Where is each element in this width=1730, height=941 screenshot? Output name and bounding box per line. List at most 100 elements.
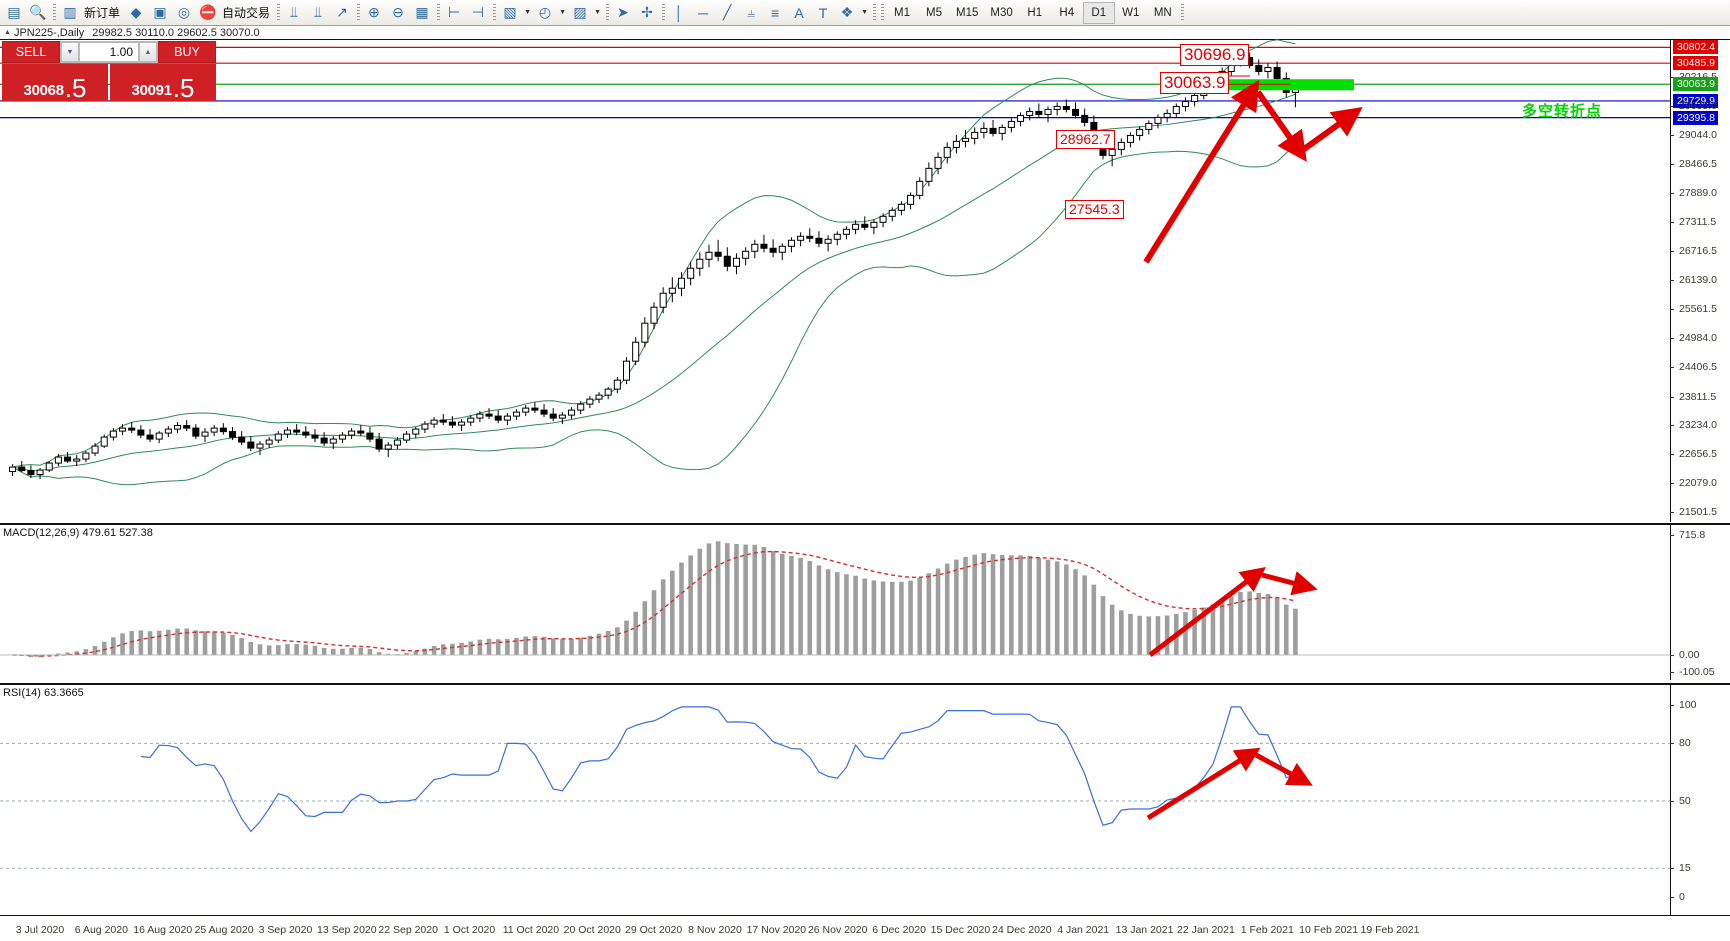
shapes-icon[interactable]: ❖: [840, 4, 854, 20]
price-tick-highlight-30063-9: 30063.9: [1673, 77, 1718, 92]
timeframe-m30[interactable]: M30: [990, 6, 1013, 19]
chart-profiles-icon[interactable]: 🔍: [29, 4, 47, 20]
time-tick-7: 1 Oct 2020: [443, 924, 496, 936]
timeframe-d1[interactable]: D1: [1082, 1, 1115, 24]
timeframe-m5[interactable]: M5: [926, 6, 943, 19]
templates-dropdown-caret[interactable]: ▼: [594, 9, 601, 16]
chart-window[interactable]: 30802.430485.930216.530063.929729.929635…: [0, 39, 1730, 941]
candlestick-chart-icon[interactable]: ⫫: [314, 4, 322, 20]
price-tick-28466-5: 28466.5: [1670, 158, 1730, 170]
price-axis[interactable]: 30802.430485.930216.530063.929729.929635…: [1670, 40, 1730, 522]
periods-icon[interactable]: ◴: [538, 4, 552, 20]
horizontal-line-icon[interactable]: ─: [698, 4, 708, 21]
toolbar-separator: [434, 3, 442, 23]
macd-chart-canvas: [0, 541, 1670, 658]
macd-tick-000: 0.00: [1670, 649, 1730, 661]
templates-icon[interactable]: ▨: [573, 4, 587, 20]
trendline-icon[interactable]: ╱: [722, 4, 732, 20]
navigator-icon[interactable]: ▣: [153, 4, 167, 20]
macd-pane[interactable]: [0, 525, 1670, 680]
time-tick-3: 25 Aug 2020: [194, 924, 254, 936]
bid-price[interactable]: 30068 .5: [2, 64, 108, 101]
new-chart-icon[interactable]: ▤: [7, 4, 21, 20]
time-tick-6: 22 Sep 2020: [378, 924, 438, 936]
bar-chart-icon[interactable]: ⫫: [290, 4, 298, 20]
timeframe-h4[interactable]: H4: [1059, 6, 1075, 19]
crosshair-icon[interactable]: ✢: [641, 4, 653, 20]
vertical-line-icon[interactable]: │: [674, 4, 684, 21]
rsi-pane[interactable]: [0, 685, 1670, 915]
time-tick-16: 24 Dec 2020: [992, 924, 1052, 936]
cursor-icon[interactable]: ➤: [617, 4, 629, 20]
volume-input[interactable]: 1.00: [79, 42, 139, 62]
new-order-icon[interactable]: ▥: [63, 4, 77, 20]
autotrading-icon[interactable]: ⛔: [199, 4, 217, 20]
autotrading-button[interactable]: 自动交易: [222, 6, 271, 20]
price-tick-26716-5: 26716.5: [1670, 245, 1730, 257]
equidistant-channel-icon[interactable]: ⫨: [747, 4, 755, 20]
time-tick-0: 3 Jul 2020: [15, 924, 65, 936]
time-tick-15: 15 Dec 2020: [930, 924, 991, 936]
zoom-in-icon[interactable]: ⊕: [368, 4, 380, 20]
time-tick-2: 16 Aug 2020: [133, 924, 193, 936]
volume-stepper[interactable]: ▼ 1.00 ▲: [60, 41, 158, 63]
timeframe-h1[interactable]: H1: [1027, 6, 1043, 19]
volume-decrement-icon[interactable]: ▼: [61, 42, 79, 62]
rsi-axis[interactable]: 100 80 50 15 0: [1670, 685, 1730, 915]
price-pane[interactable]: [0, 39, 1670, 522]
fibonacci-retracement-icon[interactable]: ≡: [770, 4, 780, 21]
timeframe-m1[interactable]: M1: [894, 6, 911, 19]
text-icon[interactable]: A: [794, 4, 804, 21]
annotation-28962[interactable]: 28962.7: [1056, 130, 1115, 149]
price-tick-23234-0: 23234.0: [1670, 419, 1730, 431]
price-tick-25561-5: 25561.5: [1670, 303, 1730, 315]
main-toolbar: ▤ 🔍 ▥ 新订单 ◆ ▣ ◎ ⛔ 自动交易 ⫫ ⫫ ↗ ⊕ ⊖ ▦ ⊢ ⊣ ▧ ▼ ◴ ▼ ▨ ▼ ➤ ✢ │ ─ ╱ ⫨ ≡ A T ❖ ▼ …: [0, 0, 1730, 26]
periods-dropdown-caret[interactable]: ▼: [559, 9, 566, 16]
indicators-dropdown-caret[interactable]: ▼: [524, 9, 531, 16]
one-click-trading-panel: SELL ▼ 1.00 ▲ BUY 30068 .5 30091 .5: [2, 41, 216, 101]
line-chart-icon[interactable]: ↗: [336, 4, 348, 20]
price-tick-highlight-29729-9: 29729.9: [1673, 93, 1718, 108]
auto-scroll-icon[interactable]: ⊢: [447, 4, 461, 20]
ask-price[interactable]: 30091 .5: [110, 64, 216, 101]
annotation-30696[interactable]: 30696.9: [1180, 44, 1250, 66]
timeframe-mn[interactable]: MN: [1153, 6, 1172, 19]
price-tick-24406-5: 24406.5: [1670, 361, 1730, 373]
ask-price-integer: 30091: [131, 82, 173, 99]
time-tick-19: 22 Jan 2021: [1177, 924, 1235, 936]
volume-increment-icon[interactable]: ▲: [139, 42, 157, 62]
tile-windows-icon[interactable]: ▦: [415, 4, 429, 20]
timeframe-w1[interactable]: W1: [1122, 6, 1140, 19]
chart-shift-icon[interactable]: ⊣: [471, 4, 485, 20]
chinese-annotation-note[interactable]: 多空转折点: [1522, 102, 1603, 120]
metaeditor-icon[interactable]: ◆: [130, 4, 142, 20]
buy-button[interactable]: BUY: [158, 41, 216, 63]
new-order-button[interactable]: 新订单: [84, 6, 121, 20]
price-tick-27889-0: 27889.0: [1670, 187, 1730, 199]
signals-icon[interactable]: ◎: [177, 4, 191, 20]
time-tick-20: 1 Feb 2021: [1240, 924, 1294, 936]
toolbar-separator: [870, 3, 878, 23]
price-tick-29044-0: 29044.0: [1670, 129, 1730, 141]
toolbar-separator: [50, 3, 58, 23]
text-label-icon[interactable]: T: [818, 4, 828, 21]
ask-price-fraction: .5: [172, 73, 195, 103]
shapes-dropdown-caret[interactable]: ▼: [861, 9, 868, 16]
annotation-30063[interactable]: 30063.9: [1160, 72, 1230, 94]
time-tick-5: 13 Sep 2020: [317, 924, 377, 936]
sell-button[interactable]: SELL: [2, 41, 60, 63]
pane-divider-macd: [0, 523, 1730, 525]
zoom-out-icon[interactable]: ⊖: [392, 4, 404, 20]
time-tick-12: 17 Nov 2020: [746, 924, 807, 936]
collapse-triangle-icon[interactable]: ▲: [4, 29, 11, 36]
annotation-27545[interactable]: 27545.3: [1065, 200, 1124, 219]
timeframe-m15[interactable]: M15: [956, 6, 979, 19]
price-tick-29635-0: 29635.0: [1670, 100, 1730, 112]
macd-title: MACD(12,26,9) 479.61 527.38: [3, 527, 153, 539]
time-axis[interactable]: 3 Jul 2020 6 Aug 2020 16 Aug 2020 25 Aug 20…: [0, 915, 1730, 941]
macd-tick-7158: 715.8: [1670, 529, 1730, 541]
toolbar-separator: [354, 3, 362, 23]
macd-axis[interactable]: 715.8 0.00 -100.05: [1670, 525, 1730, 680]
indicators-icon[interactable]: ▧: [503, 4, 517, 20]
rsi-tick-15: 15: [1670, 862, 1730, 874]
